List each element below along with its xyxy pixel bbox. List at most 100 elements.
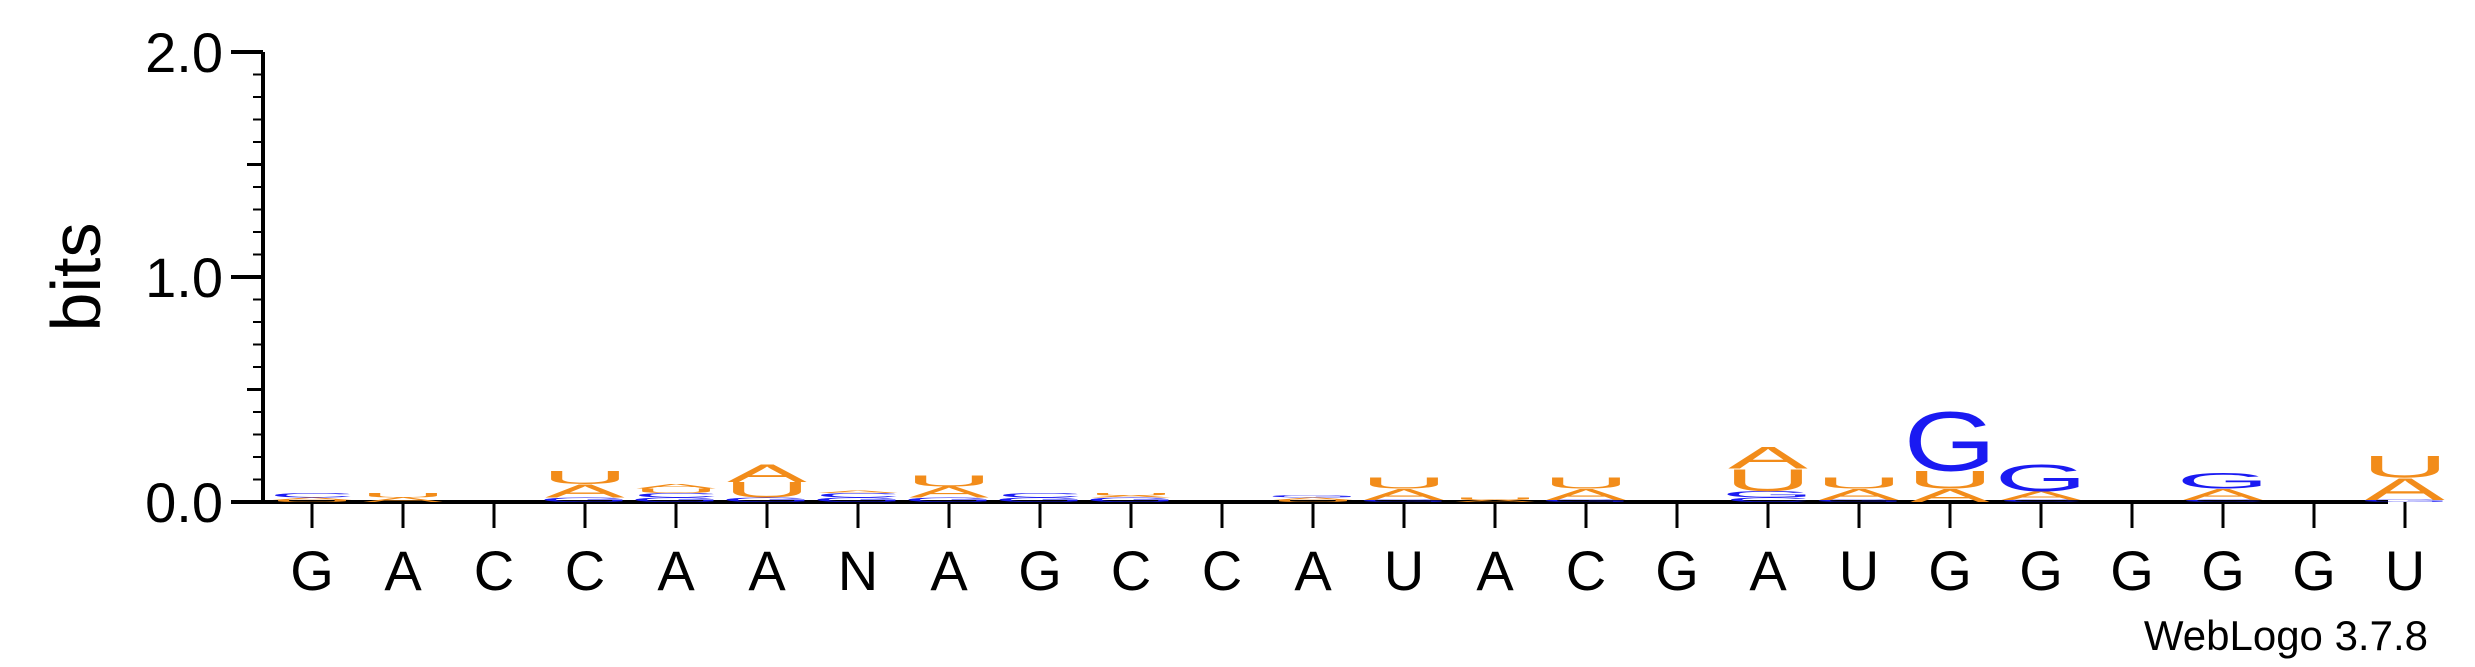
logo-letter-G: G [2177,469,2270,493]
logo-letter-G: G [994,496,1087,503]
logo-stack: CAG [2177,469,2270,503]
position-label: A [1294,539,1332,602]
position-label: A [930,539,968,602]
logo-letter-G: G [1995,457,2088,499]
logo-letter-U: U [1270,499,1356,502]
logo-letter-A: A [2183,486,2263,503]
logo-letter-U: U [269,499,355,502]
logo-letter-U: U [360,492,446,499]
logo-stack: GAU [1540,475,1633,504]
logo-letter-G: G [1813,499,1906,502]
logo-letter-G: G [1540,499,1633,502]
logo-letter-C: C [269,492,355,499]
position-label: G [2292,539,2336,602]
logo-letter-A: A [636,483,717,490]
position-label: A [384,539,422,602]
position-label: G [1655,539,1699,602]
logo-stack: GAU [903,472,996,503]
logo-stack: UAG [1267,495,1360,503]
logo-stack: CAG [1995,457,2088,503]
position-label: C [1111,539,1151,602]
logo-letter-U: U [1725,462,1811,497]
position-label: C [1202,539,1242,602]
y-axis: 0.0 1.0 2.0 [145,21,265,534]
position-label: A [1749,539,1787,602]
logo-stack: AU [360,492,446,504]
logo-letter-A: A [909,484,989,501]
logo-letter-U: U [542,467,628,488]
y-axis-label: bits [37,223,115,332]
logo-letter-U: U [1452,497,1538,500]
position-label: A [657,539,695,602]
logo-letter-A: A [818,490,899,493]
logo-letter-A: A [2365,471,2446,506]
logo-stack: UAC [269,492,355,503]
logo-letter-U: U [1543,475,1629,492]
y-tick-label: 1.0 [145,246,223,309]
logo-letter-A: A [2001,488,2081,502]
logo-letter-A: A [545,481,625,502]
logo-letter-A: A [1455,499,1536,502]
logo-letter-A: A [1819,486,1899,503]
position-label: G [1018,539,1062,602]
logo-letter-A: A [1546,486,1626,503]
logo-letter-G: G [1267,495,1360,498]
logo-letter-U: U [1361,475,1447,492]
logo-stack: GAU [1358,475,1451,504]
position-label: G [2019,539,2063,602]
position-label: C [474,539,514,602]
y-tick-label: 0.0 [145,471,223,534]
logo-letter-G: G [539,496,632,503]
weblogo-version-label: WebLogo 3.7.8 [2144,612,2428,659]
position-label: A [748,539,786,602]
logo-letter-G: G [721,496,814,503]
logo-letter-G: G [812,496,905,503]
position-label: G [2110,539,2154,602]
position-label: G [290,539,334,602]
logo-letter-C: C [1725,496,1811,503]
logo-letter-A: A [1273,497,1354,500]
position-label: A [1476,539,1514,602]
logo-letter-A: A [727,459,807,487]
logo-letter-G: G [1722,489,1815,500]
logo-letter-G: G [1358,499,1451,502]
logo-letter-G: G [630,496,723,503]
y-tick-label: 2.0 [145,21,223,84]
logo-stacks: UACAUGAUGCUAGUAGCAGAUGCGAUUAGGAUAUGAUCGU… [269,394,2452,507]
y-ticks: 0.0 1.0 2.0 [145,21,263,534]
logo-letter-C: C [633,492,719,499]
logo-letter-A: A [1728,440,1809,475]
logo-stack: GC [994,492,1087,504]
logo-stack: GUA [721,459,814,503]
position-label: G [2201,539,2245,602]
logo-letter-C: C [997,492,1083,499]
logo-letter-C: C [2180,499,2266,502]
position-label: G [1928,539,1972,602]
logo-letter-G: G [903,496,996,503]
logo-letter-U: U [724,478,810,502]
logo-letter-G: G [2359,499,2452,502]
logo-letter-C: C [1998,499,2084,502]
logo-stack: AUG [1904,394,1997,506]
logo-stack: GAU [1813,475,1906,504]
logo-letter-A: A [1091,495,1172,498]
logo-letter-U: U [1816,475,1902,492]
logo-stack: AU [1452,497,1538,503]
position-label: U [1839,539,1879,602]
logo-letter-A: A [272,497,353,500]
logo-letter-C: C [815,492,901,499]
logo-letter-A: A [363,496,444,503]
logo-letter-U: U [1088,492,1174,495]
logo-letter-A: A [1910,485,1990,506]
logo-stack: GCA [812,490,905,503]
logo-stack: GAU [1085,492,1178,503]
logo-stack: GAU [2359,449,2452,507]
logo-letter-U: U [2362,449,2448,484]
logo-letter-G: G [1085,496,1178,503]
position-label: U [1384,539,1424,602]
